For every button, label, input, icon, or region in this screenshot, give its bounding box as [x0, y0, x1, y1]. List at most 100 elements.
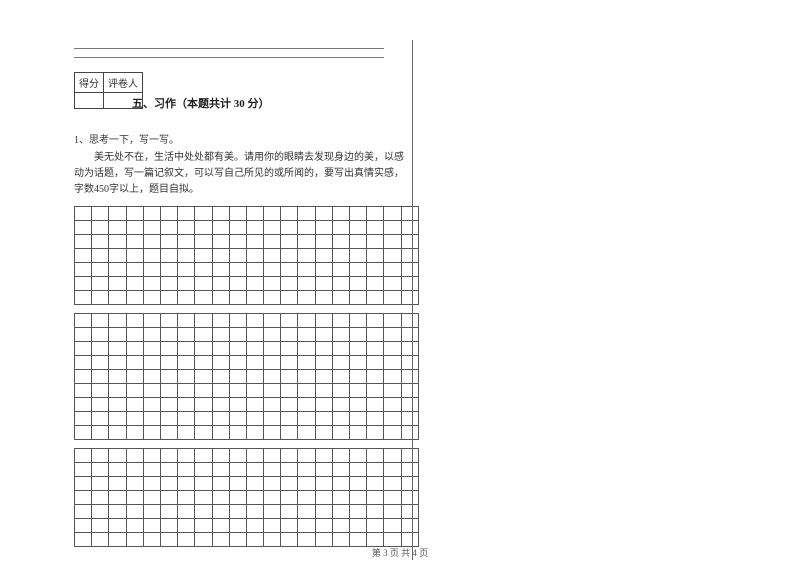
- writing-grid-cell: [126, 463, 143, 477]
- writing-grid-cell: [401, 384, 418, 398]
- writing-grid-cell: [109, 221, 126, 235]
- writing-grid-cell: [350, 370, 367, 384]
- writing-grid-cell: [350, 491, 367, 505]
- writing-grid-cell: [75, 463, 92, 477]
- writing-grid-cell: [143, 342, 160, 356]
- writing-grid-cell: [195, 314, 212, 328]
- writing-grid-cell: [332, 328, 349, 342]
- writing-grid-cell: [160, 505, 177, 519]
- writing-grid-cell: [264, 384, 281, 398]
- writing-grid-cell: [75, 491, 92, 505]
- writing-grid-cell: [92, 533, 109, 547]
- writing-grid-cell: [384, 505, 401, 519]
- writing-grid-cell: [229, 412, 246, 426]
- writing-grid-cell: [384, 384, 401, 398]
- writing-grid-cell: [160, 384, 177, 398]
- writing-grid-cell: [246, 370, 263, 384]
- writing-grid-cell: [92, 519, 109, 533]
- writing-grid-cell: [332, 533, 349, 547]
- writing-grid-cell: [212, 249, 229, 263]
- writing-grid-cell: [75, 370, 92, 384]
- writing-grid-cell: [298, 370, 315, 384]
- writing-grid-cell: [126, 384, 143, 398]
- writing-grid-cell: [264, 463, 281, 477]
- writing-grid-cell: [332, 263, 349, 277]
- writing-grid-cell: [229, 328, 246, 342]
- writing-grid-cell: [315, 477, 332, 491]
- writing-grid-cell: [75, 384, 92, 398]
- writing-grid-cell: [143, 505, 160, 519]
- writing-grid-cell: [264, 356, 281, 370]
- writing-grid-cell: [109, 449, 126, 463]
- writing-grid-cell: [315, 221, 332, 235]
- writing-grid-cell: [75, 249, 92, 263]
- writing-grid-cell: [126, 533, 143, 547]
- writing-grid-cell: [212, 384, 229, 398]
- writing-grid-cell: [92, 328, 109, 342]
- writing-grid-cell: [401, 519, 418, 533]
- writing-grid-cell: [264, 221, 281, 235]
- writing-grid-cell: [143, 221, 160, 235]
- writing-grid-cell: [212, 449, 229, 463]
- writing-grid-cell: [264, 449, 281, 463]
- writing-grid-cell: [109, 314, 126, 328]
- writing-grid-cell: [178, 342, 195, 356]
- writing-grid-cell: [160, 426, 177, 440]
- writing-grid-cell: [315, 249, 332, 263]
- writing-grid-cell: [367, 277, 384, 291]
- writing-grid-cell: [143, 314, 160, 328]
- writing-grid-cell: [298, 342, 315, 356]
- writing-grid-cell: [195, 235, 212, 249]
- writing-grid-cell: [298, 291, 315, 305]
- writing-grid-cell: [367, 263, 384, 277]
- writing-grid-cell: [195, 291, 212, 305]
- writing-grid-cell: [109, 491, 126, 505]
- writing-grid-cell: [264, 491, 281, 505]
- writing-grid-cell: [367, 533, 384, 547]
- writing-grid-cell: [401, 398, 418, 412]
- writing-grid-cell: [401, 235, 418, 249]
- writing-grid-cell: [75, 221, 92, 235]
- writing-grid-cell: [212, 463, 229, 477]
- writing-grid-cell: [195, 426, 212, 440]
- writing-grid-cell: [212, 505, 229, 519]
- writing-grid-cell: [109, 328, 126, 342]
- writing-grid-cell: [264, 370, 281, 384]
- writing-grid-cell: [212, 263, 229, 277]
- writing-grid-cell: [246, 384, 263, 398]
- writing-grid-cell: [212, 477, 229, 491]
- writing-grid-cell: [298, 384, 315, 398]
- writing-grid-cell: [212, 533, 229, 547]
- writing-grid-cell: [160, 207, 177, 221]
- writing-grid-cell: [281, 328, 298, 342]
- writing-grid-cell: [350, 207, 367, 221]
- writing-grid-cell: [143, 463, 160, 477]
- writing-grid-cell: [195, 249, 212, 263]
- writing-grid-cell: [75, 342, 92, 356]
- writing-grid-cell: [315, 412, 332, 426]
- writing-grid-cell: [332, 291, 349, 305]
- writing-grid-cell: [160, 342, 177, 356]
- writing-grid-cell: [264, 291, 281, 305]
- writing-grid-cell: [401, 449, 418, 463]
- writing-grid-cell: [401, 463, 418, 477]
- writing-grid-cell: [75, 398, 92, 412]
- writing-grid-cell: [246, 412, 263, 426]
- writing-grid-cell: [281, 398, 298, 412]
- writing-grid-cell: [143, 449, 160, 463]
- writing-grid-cell: [384, 519, 401, 533]
- writing-grid-cell: [367, 412, 384, 426]
- writing-grid-cell: [384, 463, 401, 477]
- writing-grid-cell: [160, 449, 177, 463]
- writing-grid-cell: [384, 207, 401, 221]
- writing-grid-cell: [315, 463, 332, 477]
- writing-grid-cell: [143, 207, 160, 221]
- writing-grid-cell: [401, 533, 418, 547]
- writing-grid-cell: [126, 263, 143, 277]
- writing-grid-cell: [143, 426, 160, 440]
- writing-grid-cell: [195, 463, 212, 477]
- writing-grid-cell: [195, 398, 212, 412]
- writing-grid-cell: [178, 356, 195, 370]
- writing-grid-cell: [143, 370, 160, 384]
- writing-grid-cell: [350, 398, 367, 412]
